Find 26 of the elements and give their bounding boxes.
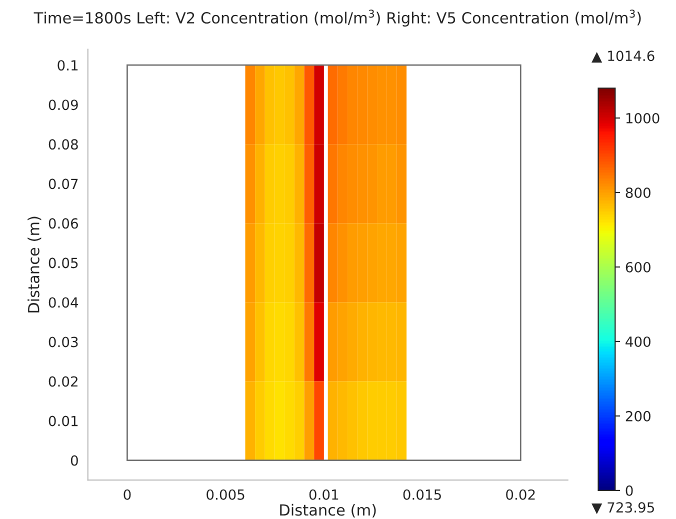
text: ▲ 1014.6 [592,50,654,63]
color-bar-label: 600 [626,262,650,272]
x-tick-label: 0.005 [206,489,244,500]
y-tick-label: 0.08 [48,139,78,150]
y-tick-label: 0 [70,455,78,466]
x-tick-label: 0.02 [506,489,535,500]
color-bar-label: 800 [626,187,650,198]
y-tick-label: 0.01 [48,416,78,426]
y-tick-label: 0.07 [48,178,78,190]
chart-title: Time=1800s Left: V2 Concentration (mol/m$^{3}$) Right: V5 Concentration (mol/m$^{3}$) [34,10,641,27]
color-bar-label: 200 [626,410,650,422]
y-tick-label: 0.05 [48,258,78,268]
color-bar-label: 1000 [626,112,660,124]
text: ▼ 723.95 [592,502,654,514]
y-tick-label: 0.04 [48,297,78,308]
x-tick-label: 0 [124,489,131,500]
y-axis-title: Distance (m) [28,216,42,312]
x-tick-label: 0.01 [309,489,338,500]
color-bar-label: 400 [626,336,650,347]
y-tick-label: 0.06 [48,218,78,229]
x-tick-label: 0.015 [403,489,441,500]
y-tick-label: 0.02 [48,376,78,387]
y-tick-label: 0.03 [48,336,78,348]
y-tick-label: 0.09 [48,100,78,110]
y-tick-label: 0.1 [58,60,78,71]
x-axis-title: Distance (m) [280,504,376,518]
